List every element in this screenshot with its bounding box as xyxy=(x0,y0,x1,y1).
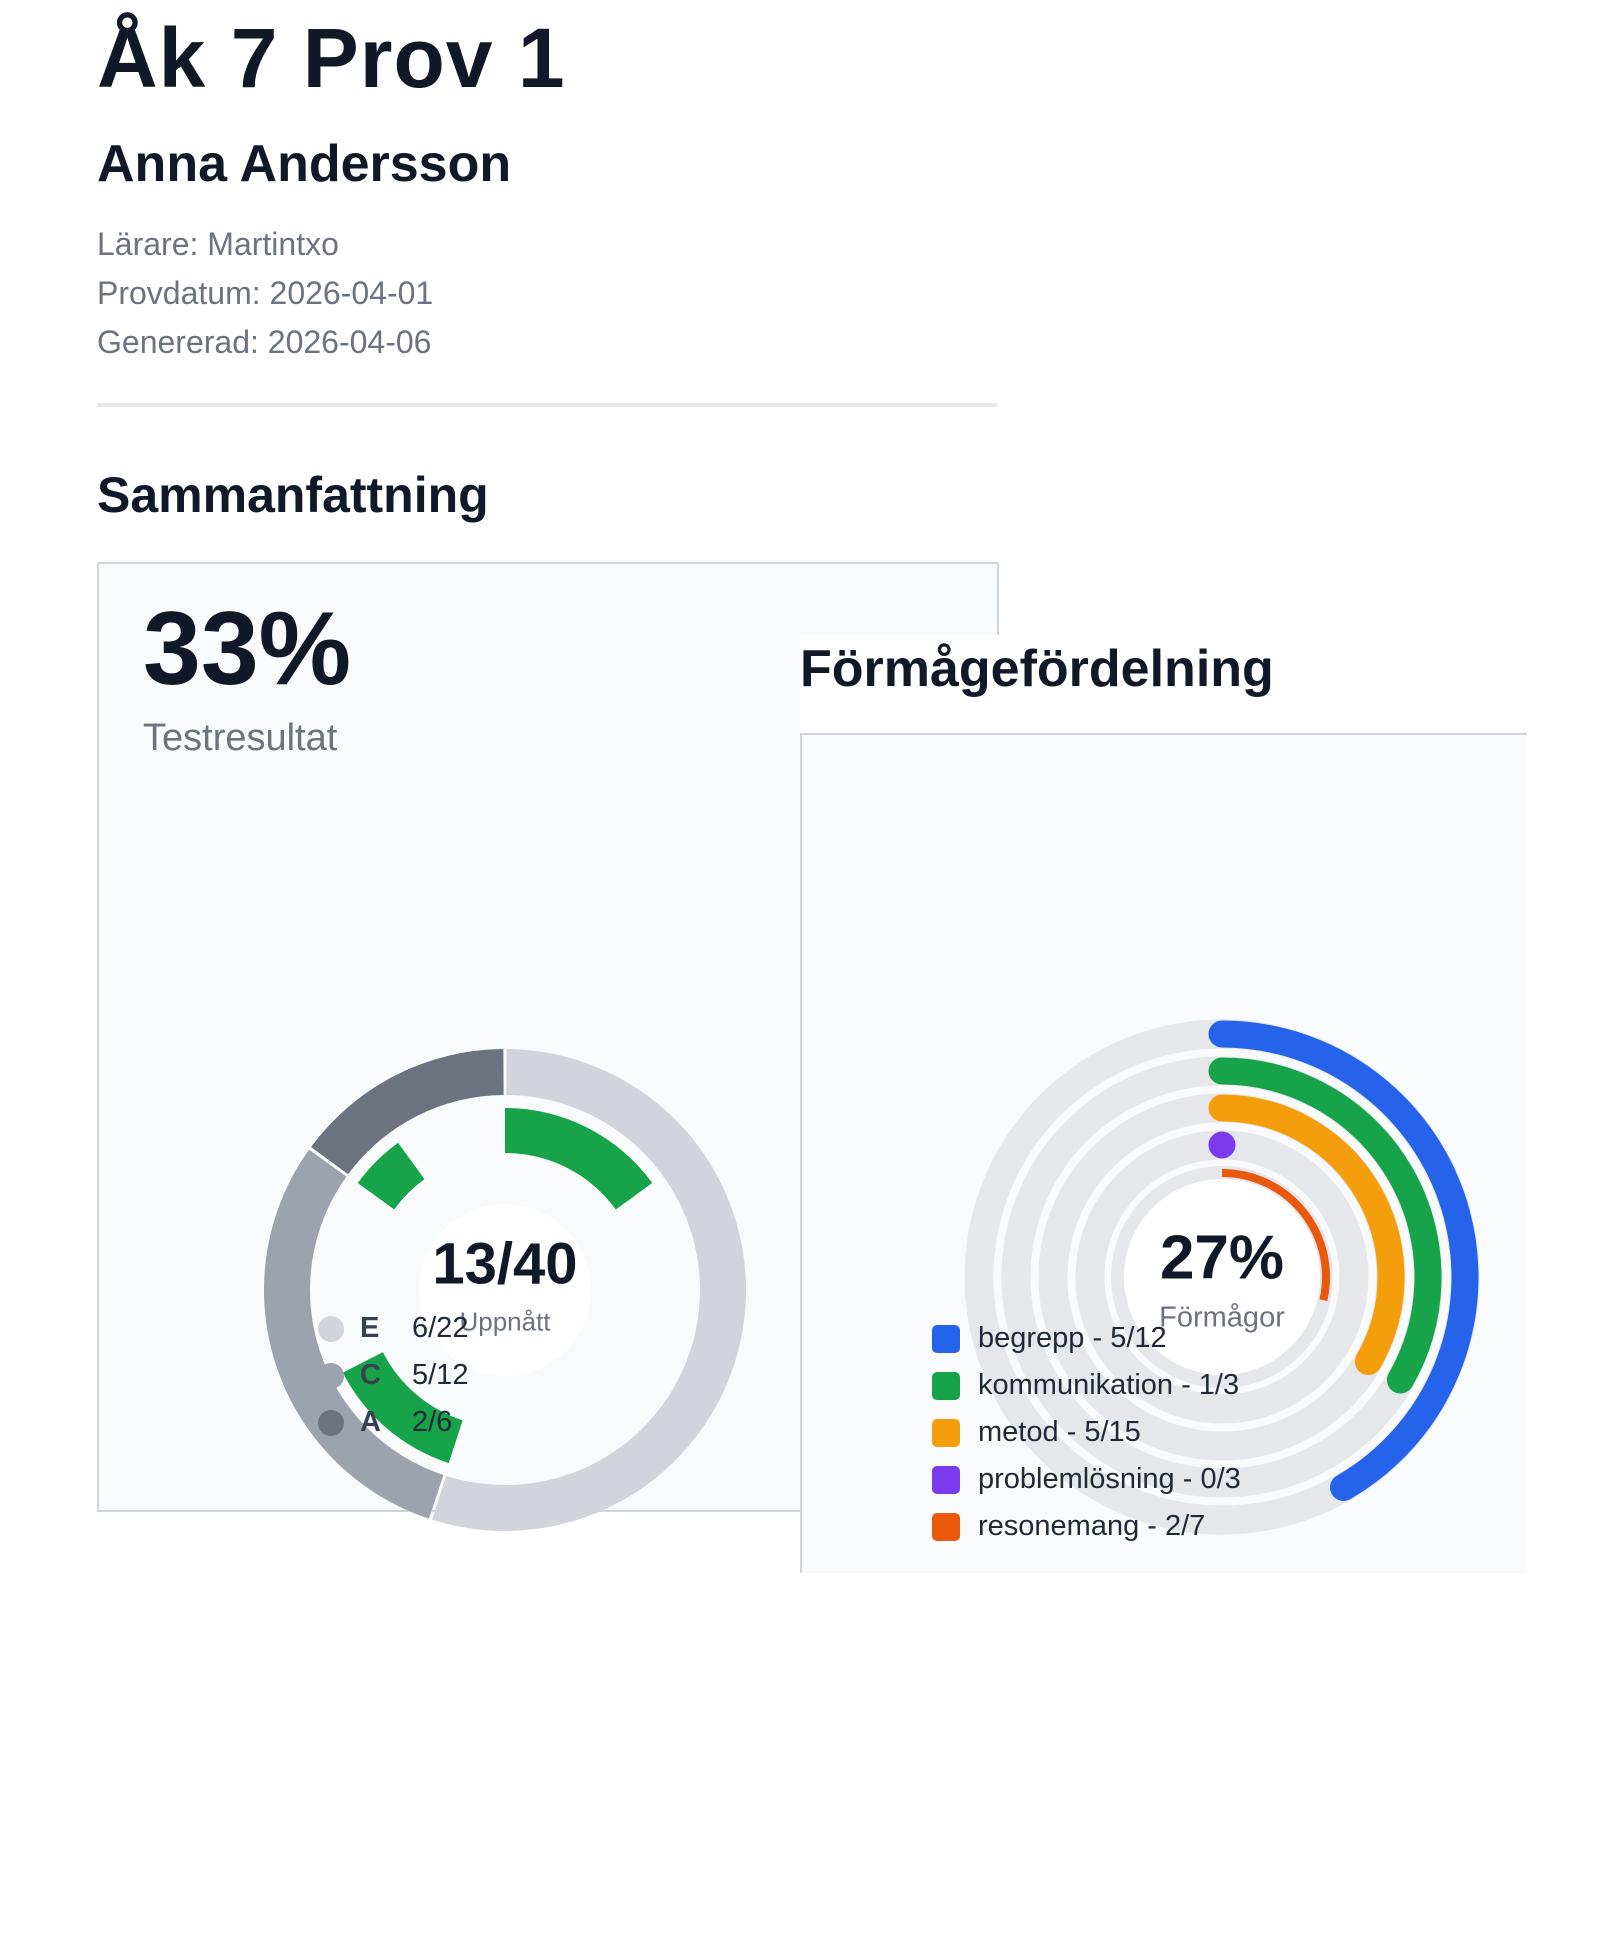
donut-achieved-E xyxy=(505,1108,653,1210)
formage-legend-item: metod - 5/15 xyxy=(932,1416,1141,1449)
grade-legend-item: C 5/12 xyxy=(318,1359,468,1392)
test-percent: 33% xyxy=(143,591,352,707)
grade-score: 6/22 xyxy=(412,1312,469,1344)
test-percent-label: Testresultat xyxy=(143,717,338,759)
generated-date: Genererad: 2026-04-06 xyxy=(97,324,432,360)
donut-segment-E xyxy=(432,1049,746,1531)
formage-legend-item: problemlösning - 0/3 xyxy=(932,1463,1241,1496)
formage-legend-label: resonemang - 2/7 xyxy=(978,1510,1206,1542)
radial-bar-kommunikation xyxy=(1208,1057,1442,1394)
page-title: Åk 7 Prov 1 xyxy=(97,11,566,105)
radial-bar-begrepp xyxy=(1208,1020,1479,1501)
donut-center-value: 13/40 xyxy=(432,1231,578,1297)
donut-center xyxy=(419,1204,591,1376)
formage-heading: Förmågefördelning xyxy=(800,640,1274,698)
grade-letter: E xyxy=(360,1312,380,1344)
donut-segment-A xyxy=(311,1049,504,1175)
formage-legend-item: begrepp - 5/12 xyxy=(932,1322,1167,1355)
legend-dot-icon xyxy=(318,1315,344,1342)
grade-letter: C xyxy=(360,1359,381,1391)
radial-bar-problemlösning xyxy=(1208,1131,1236,1159)
radial-bar-metod xyxy=(1208,1094,1405,1375)
radial-center xyxy=(1124,1179,1320,1375)
legend-swatch-icon xyxy=(932,1371,960,1400)
donut-achieved-A xyxy=(357,1142,425,1210)
legend-dot-icon xyxy=(318,1409,344,1436)
test-date: Provdatum: 2026-04-01 xyxy=(97,275,434,311)
crop-edge-bottom xyxy=(800,1573,1600,1937)
grade-legend-item: E 6/22 xyxy=(318,1312,468,1345)
formage-legend-label: metod - 5/15 xyxy=(978,1416,1141,1448)
legend-swatch-icon xyxy=(932,1418,960,1447)
legend-swatch-icon xyxy=(932,1324,960,1353)
formage-legend-label: problemlösning - 0/3 xyxy=(978,1463,1241,1495)
formage-legend-item: kommunikation - 1/3 xyxy=(932,1369,1239,1402)
divider xyxy=(97,403,997,407)
donut-segment-C xyxy=(264,1149,444,1519)
student-name: Anna Andersson xyxy=(97,135,512,193)
grade-score: 5/12 xyxy=(412,1359,469,1391)
summary-heading: Sammanfattning xyxy=(97,467,489,523)
legend-dot-icon xyxy=(318,1362,344,1389)
formage-legend-item: resonemang - 2/7 xyxy=(932,1510,1205,1543)
radial-center-value: 27% xyxy=(1159,1223,1285,1293)
donut-center-label: Uppnått xyxy=(459,1306,551,1337)
legend-swatch-icon xyxy=(932,1512,960,1541)
legend-swatch-icon xyxy=(932,1465,960,1494)
radial-center-label: Förmågor xyxy=(1159,1301,1285,1334)
formage-legend-label: kommunikation - 1/3 xyxy=(978,1369,1240,1401)
grade-legend-item: A 2/6 xyxy=(318,1406,452,1439)
formage-legend-label: begrepp - 5/12 xyxy=(978,1322,1167,1354)
grade-letter: A xyxy=(360,1406,381,1438)
teacher-info: Lärare: Martintxo xyxy=(97,226,339,262)
grade-score: 2/6 xyxy=(412,1406,453,1438)
donut-achieved-C xyxy=(342,1352,463,1464)
radial-bar-resonemang xyxy=(1221,1169,1330,1302)
